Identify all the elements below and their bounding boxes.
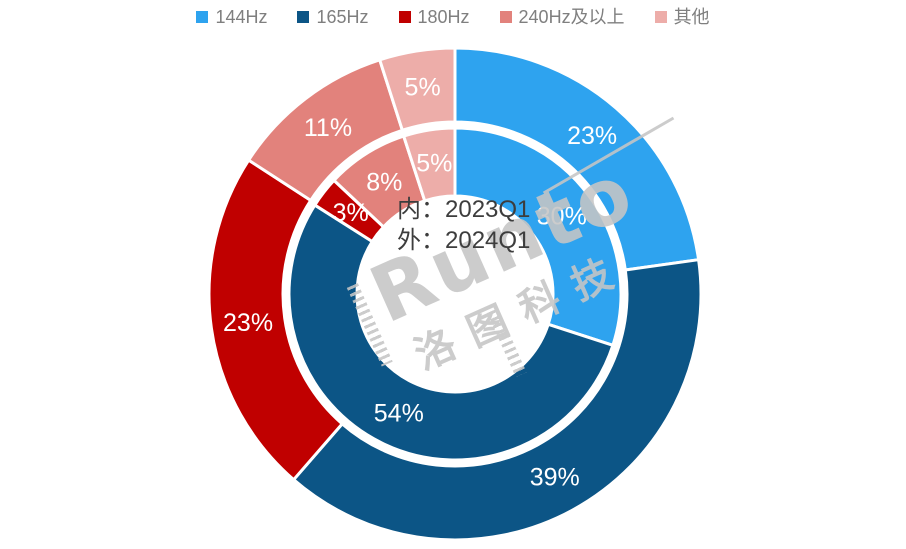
inner-ring-key: 内：2023Q1 [397,196,531,223]
segment-value-label: 23% [223,309,273,337]
segment-value-label: 5% [405,74,441,102]
legend-label: 其他 [673,7,710,27]
segment-value-label: 23% [567,122,617,150]
segment-value-label: 39% [530,464,580,492]
legend-label: 144Hz [215,7,268,27]
legend-item-240hz及以上: 240Hz及以上 [499,6,625,28]
legend-item-165hz: 165Hz [297,6,369,28]
segment-2023q1-144hz [453,126,623,347]
chart-legend: 144Hz 165Hz 180Hz 240Hz及以上 其他 [0,6,906,28]
legend-label: 165Hz [316,7,369,27]
legend-item-144hz: 144Hz [196,6,267,28]
segment-2023q1-其他 [402,126,457,203]
legend-item-其他: 其他 [654,6,710,28]
legend-swatch-icon [654,11,667,23]
legend-swatch-icon [196,11,209,23]
legend-swatch-icon [398,11,411,23]
segment-value-label: 11% [304,114,352,142]
ring-key-note: 内：2023Q1 外：2024Q1 [397,194,530,256]
legend-item-180hz: 180Hz [398,6,470,28]
legend-label: 240Hz及以上 [518,7,625,27]
segment-value-label: 54% [374,399,424,427]
outer-ring-key: 外：2024Q1 [397,227,531,254]
segment-2024q1-165hz [292,258,703,542]
legend-label: 180Hz [417,7,470,27]
segment-value-label: 8% [366,169,402,197]
segment-value-label: 30% [537,202,587,230]
segment-2024q1-其他 [378,46,457,132]
legend-swatch-icon [499,11,512,23]
legend-swatch-icon [297,11,310,23]
segment-value-label: 5% [416,150,452,178]
segment-2023q1-165hz [287,203,615,462]
segment-value-label: 3% [333,199,369,227]
